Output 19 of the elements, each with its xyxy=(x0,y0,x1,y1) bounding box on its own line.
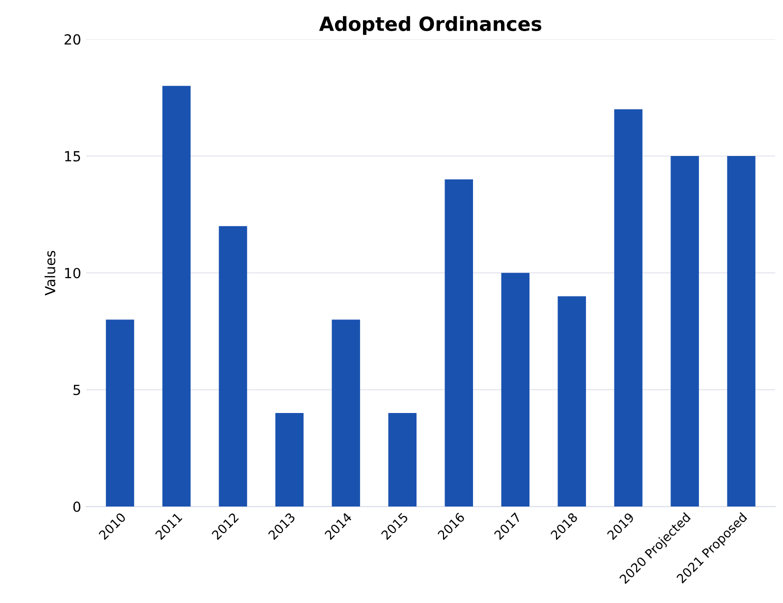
bar xyxy=(558,296,586,507)
bar xyxy=(727,156,756,507)
y-tick-label: 20 xyxy=(64,34,80,45)
bar xyxy=(275,413,304,507)
y-tick-label: 0 xyxy=(73,501,80,512)
y-tick-label: 10 xyxy=(65,268,80,278)
bar xyxy=(614,109,642,507)
bar xyxy=(670,156,699,507)
y-axis-title: Values xyxy=(44,250,56,296)
bar xyxy=(218,226,248,507)
bar xyxy=(501,272,530,507)
bar xyxy=(106,320,134,507)
bar xyxy=(388,413,417,507)
y-tick-label: 15 xyxy=(65,151,80,162)
bar xyxy=(332,320,360,507)
y-tick-label: 5 xyxy=(74,384,80,396)
bar xyxy=(162,86,191,507)
chart-title: Adopted Ordinances xyxy=(319,16,542,35)
bar xyxy=(444,179,474,507)
